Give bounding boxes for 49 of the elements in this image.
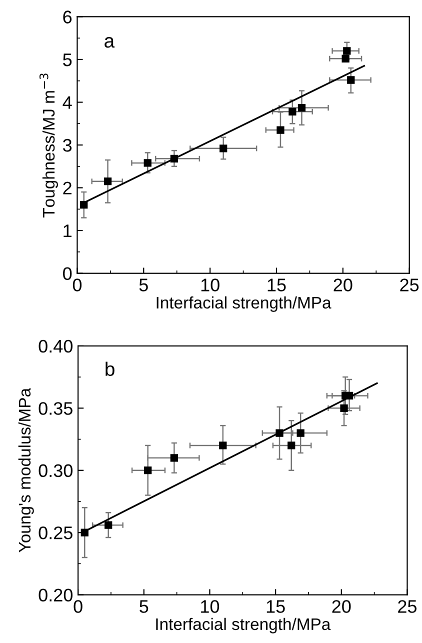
point (347, 76, 355, 84)
y-axis-title: Young's modulus/MPa (18, 388, 34, 552)
y-tick-label: 0.30 (38, 464, 73, 478)
point (104, 178, 112, 186)
y-axis-title: Toughness/MJ m$^{−3}$ (39, 74, 58, 218)
point (288, 108, 296, 116)
y-tick-label: 5 (63, 54, 72, 66)
y-tick-label: 0 (63, 267, 72, 280)
x-tick-label: 15 (268, 278, 286, 292)
x-tick-label: 25 (400, 278, 419, 292)
point (80, 201, 88, 209)
point (340, 404, 348, 412)
y-tick-label: 0.35 (38, 402, 72, 415)
point (298, 104, 306, 112)
point (220, 144, 228, 152)
x-tick-label: 5 (140, 600, 148, 613)
y-tick-label: 4 (62, 96, 72, 109)
x-tick-label: 20 (332, 600, 351, 613)
point (80, 528, 88, 536)
x-tick-label: 5 (139, 278, 148, 292)
point (170, 154, 178, 162)
x-axis-title: Interfacial strength/MPa (156, 618, 331, 634)
y-tick-label: 1 (64, 224, 72, 238)
annotation: a (104, 37, 115, 48)
y-tick-label: 6 (63, 10, 72, 24)
y-tick-label: 2 (63, 182, 72, 194)
y-tick-label: 0.20 (38, 588, 73, 602)
x-tick-label: 20 (334, 278, 352, 292)
point (288, 442, 296, 450)
x-tick-label: 10 (201, 600, 220, 613)
point (144, 159, 152, 167)
y-tick-label: 0.40 (38, 340, 73, 353)
point (104, 521, 112, 529)
x-tick-label: 10 (201, 278, 220, 292)
x-tick-label: 0 (74, 600, 82, 613)
point (343, 47, 351, 55)
x-tick-label: 15 (266, 600, 285, 613)
point (170, 454, 178, 462)
x-axis-title: Interfacial strength/MPa (156, 296, 332, 312)
annotation: b (106, 362, 114, 376)
point (276, 126, 284, 134)
x-tick-label: 0 (72, 278, 82, 292)
point (296, 429, 304, 437)
point (144, 466, 152, 474)
y-tick-label: 3 (63, 138, 72, 152)
point (219, 442, 227, 450)
point (276, 429, 284, 437)
y-tick-label: 0.25 (38, 526, 72, 540)
x-tick-label: 25 (398, 600, 417, 613)
